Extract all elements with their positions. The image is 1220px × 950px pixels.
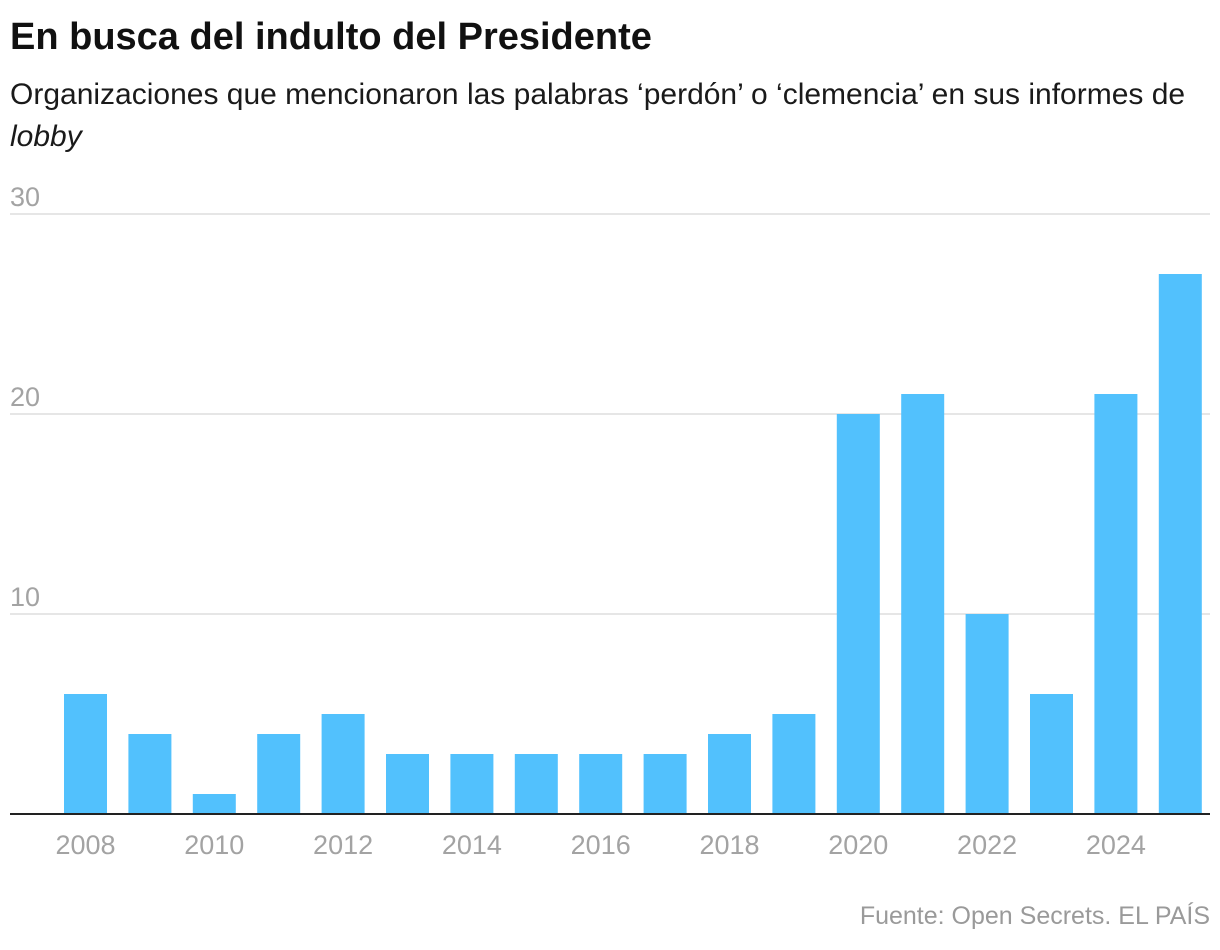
subtitle-text: Organizaciones que mencionaron las palab… (10, 78, 1186, 111)
bars (64, 274, 1202, 814)
x-tick-label-2012: 2012 (313, 830, 373, 860)
x-tick-label-2010: 2010 (184, 830, 244, 860)
y-tick-label-30: 30 (10, 182, 40, 212)
subtitle-italic-text: lobby (10, 120, 82, 153)
bar-2011 (257, 734, 301, 814)
bar-2019 (772, 714, 816, 814)
source-note: Fuente: Open Secrets. EL PAÍS (859, 902, 1210, 930)
x-tick-label-2024: 2024 (1086, 830, 1146, 860)
x-tick-label-2018: 2018 (699, 830, 759, 860)
bar-2012 (321, 714, 365, 814)
bar-2022 (965, 614, 1009, 814)
x-tick-label-2008: 2008 (55, 830, 115, 860)
bar-2009 (128, 734, 172, 814)
chart-title: En busca del indulto del Presidente (10, 16, 652, 58)
bar-2021 (901, 394, 945, 814)
bar-2020 (836, 414, 880, 814)
x-tick-label-2020: 2020 (828, 830, 888, 860)
x-tick-label-2014: 2014 (442, 830, 502, 860)
bar-2024 (1094, 394, 1138, 814)
x-tick-label-2022: 2022 (957, 830, 1017, 860)
bar-2008 (64, 694, 107, 814)
bar-2017 (643, 754, 687, 814)
bar-2013 (386, 754, 429, 814)
axes: 2008 2010 2012 2014 2016 2018 2020 2022 2024 (10, 813, 1210, 860)
x-tick-label-2016: 2016 (571, 830, 631, 860)
bar-2014 (450, 754, 494, 814)
y-tick-label-20: 20 (10, 382, 40, 412)
bar-2015 (514, 754, 558, 814)
bar-2018 (708, 734, 751, 814)
bar-2023 (1030, 694, 1073, 814)
bar-2010 (192, 794, 236, 814)
bar-2016 (579, 754, 623, 814)
y-tick-label-10: 10 (10, 582, 40, 612)
gridlines: 10 20 30 (10, 182, 1210, 615)
chart-subtitle: Organizaciones que mencionaron las palab… (10, 74, 1190, 158)
bar-2025 (1158, 274, 1202, 814)
